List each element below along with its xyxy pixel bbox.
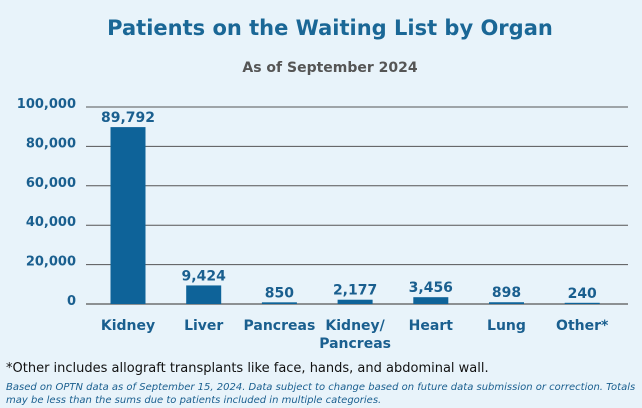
category-labels: Kidney Liver Pancreas Kidney/Pancreas Heart L… — [101, 318, 609, 352]
data-label: 240 — [568, 286, 597, 302]
y-axis-ticks: 0 20,000 40,000 60,000 80,000 100,000 — [17, 97, 76, 309]
bar — [338, 300, 373, 304]
y-tick-label: 60,000 — [26, 176, 76, 191]
category-label: Liver — [184, 318, 223, 334]
bar — [262, 302, 297, 304]
category-label: Kidney — [101, 318, 155, 334]
y-tick-label: 40,000 — [26, 215, 76, 230]
data-label: 850 — [265, 285, 294, 301]
bar — [186, 285, 221, 304]
bar-chart: 0 20,000 40,000 60,000 80,000 100,000 89,792 9… — [0, 0, 642, 360]
data-label: 2,177 — [333, 283, 377, 299]
bar — [565, 303, 600, 304]
data-label: 898 — [492, 285, 521, 301]
data-label: 9,424 — [182, 268, 227, 284]
y-tick-label: 100,000 — [17, 97, 76, 112]
y-tick-label: 0 — [67, 294, 76, 309]
y-tick-label: 20,000 — [26, 255, 76, 270]
source-note: Based on OPTN data as of September 15, 2… — [6, 381, 636, 407]
category-label: Heart — [409, 318, 454, 334]
data-labels: 89,792 9,424 850 2,177 3,456 898 240 — [101, 110, 597, 302]
y-tick-label: 80,000 — [26, 136, 76, 151]
chart-figure: Patients on the Waiting List by Organ As… — [0, 0, 642, 408]
data-label: 89,792 — [101, 110, 155, 126]
footnote: *Other includes allograft transplants li… — [6, 361, 636, 376]
bar — [413, 297, 448, 304]
bar — [489, 302, 524, 304]
bar — [111, 127, 146, 304]
data-label: 3,456 — [409, 280, 453, 296]
category-label: Kidney/Pancreas — [319, 318, 391, 352]
category-label: Other* — [556, 318, 609, 334]
category-label: Pancreas — [244, 318, 316, 334]
gridlines — [86, 107, 628, 304]
category-label: Lung — [487, 318, 526, 334]
